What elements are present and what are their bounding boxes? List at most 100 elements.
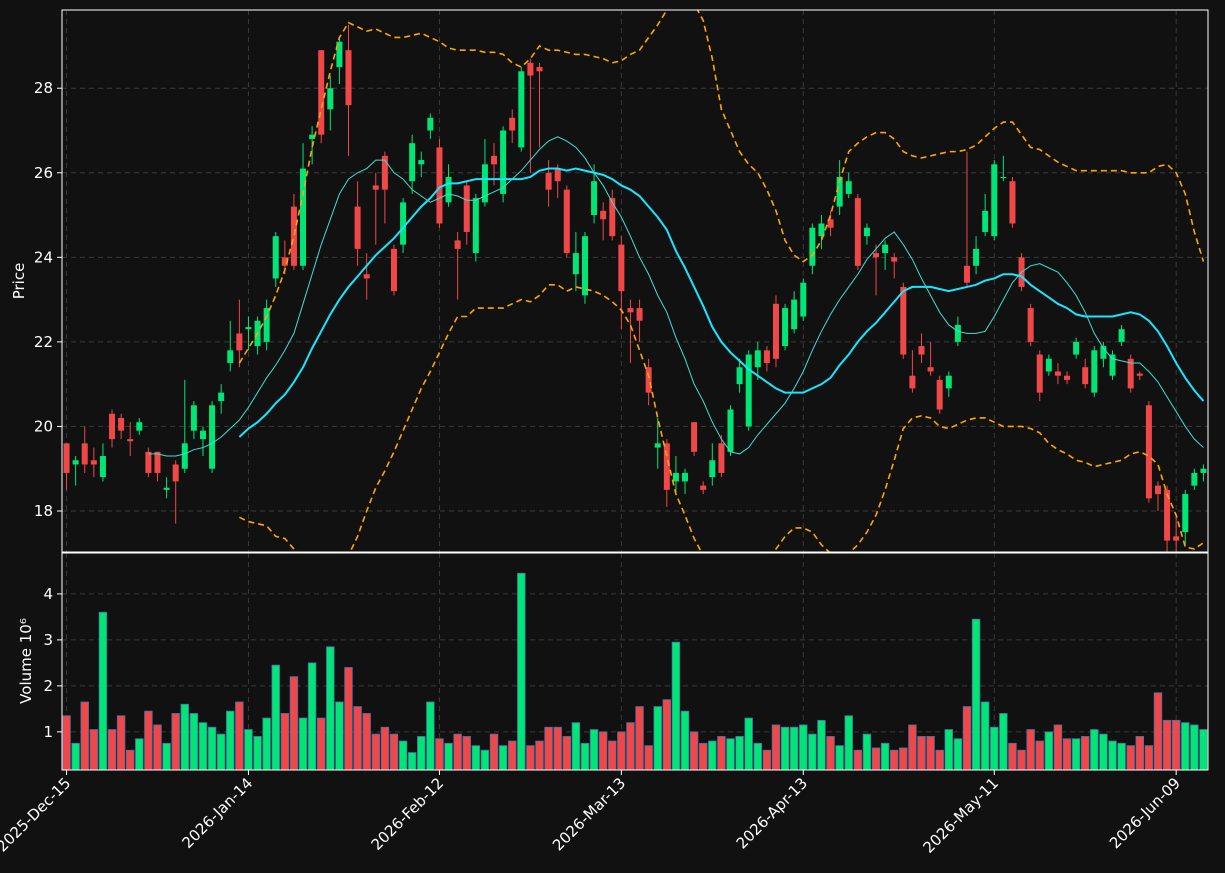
candle-body	[1045, 358, 1052, 372]
volume-bar	[962, 706, 972, 771]
candle-body	[300, 168, 307, 266]
candle-body	[727, 409, 734, 452]
volume-bar	[580, 742, 590, 771]
candle-body	[1200, 468, 1207, 473]
candle-body	[654, 443, 661, 448]
candle-body	[372, 185, 379, 190]
volume-bar	[198, 722, 208, 771]
volume-bar	[226, 710, 235, 771]
volume-bar	[735, 736, 744, 771]
volume-bar	[1071, 738, 1081, 771]
volume-bar	[362, 713, 371, 771]
candle-body	[1009, 181, 1016, 224]
volume-bar	[826, 736, 835, 771]
candle-body	[691, 422, 698, 452]
candle-body	[663, 443, 670, 490]
candle-body	[745, 354, 752, 427]
volume-bar	[1199, 729, 1208, 771]
volume-bar	[316, 717, 326, 771]
candle-body	[309, 134, 316, 139]
volume-bar	[498, 745, 508, 771]
candle-body	[563, 189, 570, 254]
volume-bar	[344, 667, 353, 771]
candle-body	[1173, 536, 1180, 541]
candle-body	[454, 240, 461, 249]
volume-bar	[726, 738, 735, 771]
candle-body	[272, 236, 279, 279]
volume-bar	[1117, 742, 1126, 771]
candle-body	[600, 210, 607, 220]
candle-body	[181, 443, 188, 469]
volume-bar	[162, 742, 171, 771]
volume-bar	[844, 715, 853, 771]
volume-bar	[125, 749, 135, 771]
candle-body	[1082, 367, 1089, 385]
volume-bar	[880, 742, 890, 771]
candle-body	[1191, 472, 1198, 486]
volume-bar	[562, 736, 572, 771]
volume-bar	[708, 740, 717, 771]
candle-body	[836, 176, 843, 207]
candle-body	[1036, 354, 1043, 393]
candle-body	[90, 460, 97, 465]
volume-bar	[990, 726, 999, 771]
volume-bar	[507, 740, 517, 771]
volume-bar	[926, 736, 935, 771]
candle-body	[145, 451, 152, 473]
candle-body	[827, 219, 834, 228]
volume-bar	[889, 749, 899, 771]
candle-body	[427, 117, 434, 131]
candle-body	[1100, 346, 1107, 359]
indicator-line	[238, 10, 1205, 364]
volume-bar	[780, 726, 790, 771]
y-tick-label: 22	[34, 333, 53, 351]
volume-axis-label: Volume 10⁶	[17, 618, 35, 704]
volume-bar	[189, 713, 199, 771]
candle-body	[227, 350, 234, 364]
volume-bar	[398, 740, 408, 771]
candle-body	[1054, 371, 1061, 376]
y-tick-label: 4	[43, 585, 53, 603]
volume-bar	[835, 745, 844, 771]
candle-body	[1073, 341, 1080, 355]
y-tick-label: 26	[34, 164, 53, 182]
candle-body	[1091, 350, 1098, 393]
candle-body	[900, 286, 907, 355]
plot-frame	[61, 9, 1209, 553]
volume-bar	[671, 641, 681, 771]
candle-body	[991, 164, 998, 237]
volume-bar	[808, 733, 817, 771]
volume-bar	[116, 715, 126, 771]
volume-bar	[262, 717, 271, 771]
candle-body	[863, 227, 870, 237]
candle-body	[791, 299, 798, 330]
candle-body	[891, 257, 898, 262]
volume-bar	[435, 738, 444, 771]
volume-bar	[771, 724, 781, 771]
candle-body	[136, 422, 143, 431]
candle-body	[954, 324, 961, 342]
candle-body	[636, 308, 643, 321]
candle-body	[682, 472, 689, 482]
plot-frame	[61, 552, 1209, 771]
candle-body	[963, 265, 970, 283]
volume-bar	[98, 611, 108, 771]
candle-body	[854, 198, 861, 266]
volume-bar	[1181, 722, 1190, 771]
candle-body	[436, 147, 443, 224]
candle-body	[127, 439, 134, 442]
candle-body	[154, 451, 161, 473]
volume-bar	[353, 706, 362, 771]
volume-bar	[862, 733, 872, 771]
candle-body	[645, 367, 652, 393]
volume-bar	[489, 733, 499, 771]
volume-bar	[253, 736, 262, 771]
volume-bar	[908, 724, 917, 771]
candle-body	[354, 206, 361, 249]
volume-bar	[289, 676, 299, 771]
candle-body	[463, 185, 470, 232]
volume-bar	[553, 726, 562, 771]
candle-body	[882, 244, 889, 254]
candle-body	[81, 443, 88, 465]
